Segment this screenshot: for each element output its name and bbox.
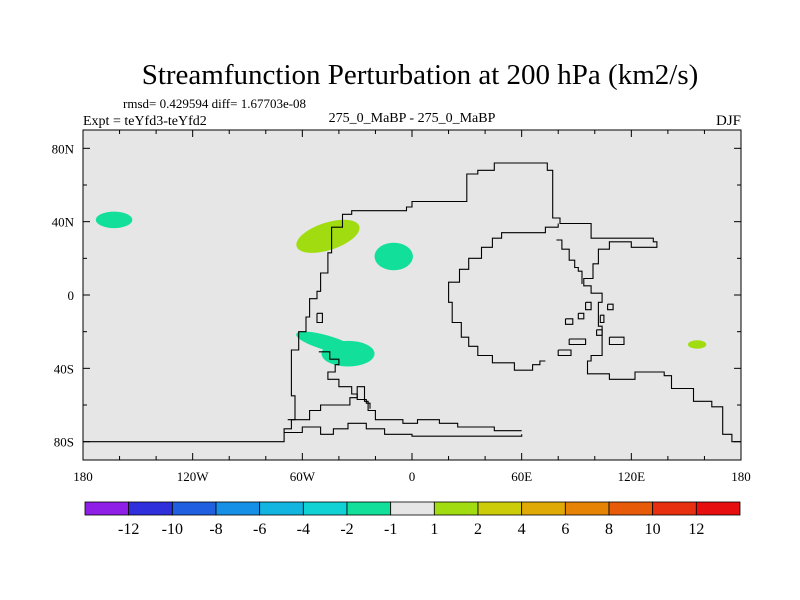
colorbar-swatch <box>302 501 348 516</box>
x-tick-label: 120W <box>177 469 210 484</box>
island-g <box>564 318 574 325</box>
season-label: DJF <box>716 113 741 129</box>
island-h <box>599 314 605 324</box>
island-a <box>585 301 592 311</box>
island-d <box>568 338 587 346</box>
colorbar-label: -4 <box>297 521 310 538</box>
x-tick-label: 120E <box>618 469 646 484</box>
anomaly-north-atlantic-east <box>374 242 413 271</box>
map-panel <box>82 129 742 461</box>
colorbar-swatch <box>259 501 304 516</box>
arabian-coast <box>556 239 583 284</box>
x-tick-label: 60E <box>511 469 532 484</box>
map-background <box>83 130 741 460</box>
caribbean-island <box>316 312 323 324</box>
y-tick-label: 0 <box>68 288 75 303</box>
colorbar-label: 8 <box>605 521 613 538</box>
stats-line: rmsd= 0.429594 diff= 1.67703e-08 <box>123 96 306 111</box>
colorbar-label: -10 <box>162 521 183 538</box>
colorbar-swatch <box>346 501 392 516</box>
colorbar-label: -12 <box>118 521 139 538</box>
island-e <box>607 303 614 311</box>
colorbar-swatch <box>128 501 173 516</box>
y-tick-label: 40N <box>52 215 75 230</box>
colorbar-label: -6 <box>253 521 266 538</box>
colorbar: -12 -10 -8 -6 -4 -2 -1 1 2 4 6 8 10 12 <box>84 501 741 538</box>
coastline-layer <box>83 162 741 443</box>
anomaly-south-pacific-west <box>687 340 707 349</box>
x-tick-label: 0 <box>409 469 416 484</box>
colorbar-swatch <box>521 501 566 516</box>
y-axis: 80N 40N 0 40S 80S <box>52 141 741 450</box>
experiment-label: Expt = teYfd3-teYfd2 <box>83 114 207 129</box>
colorbar-swatch <box>652 501 697 516</box>
main-continent-outline <box>83 162 741 443</box>
chart-title: Streamfunction Perturbation at 200 hPa (… <box>142 59 699 91</box>
colorbar-label: 6 <box>561 521 569 538</box>
inner-ridge-upper <box>287 386 522 432</box>
x-tick-label: 180 <box>731 469 751 484</box>
anomaly-south-atlantic <box>321 340 375 367</box>
colorbar-swatch <box>390 501 435 516</box>
anomaly-north-atlantic-west <box>296 219 360 253</box>
colorbar-label: 1 <box>430 521 438 538</box>
colorbar-label: 10 <box>645 521 661 538</box>
y-tick-label: 80S <box>54 435 74 450</box>
island-i <box>557 349 572 357</box>
x-tick-label: 60W <box>290 469 316 484</box>
anomaly-layer <box>95 211 707 367</box>
colorbar-swatch <box>608 501 654 516</box>
colorbar-swatch <box>171 501 217 516</box>
colorbar-label: -1 <box>384 521 397 538</box>
colorbar-swatch <box>695 501 741 516</box>
run-subtitle: 275_0_MaBP - 275_0_MaBP <box>329 111 496 126</box>
colorbar-label: -2 <box>340 521 353 538</box>
island-c <box>596 329 603 336</box>
colorbar-swatch <box>477 501 523 516</box>
colorbar-swatch <box>433 501 479 516</box>
colorbar-label: 12 <box>688 521 704 538</box>
island-b <box>577 312 585 320</box>
colorbar-label: 4 <box>518 521 526 538</box>
colorbar-swatch <box>564 501 610 516</box>
y-tick-label: 80N <box>52 141 75 156</box>
colorbar-swatch <box>84 501 130 516</box>
south-atlantic-coast <box>318 351 371 409</box>
island-f <box>608 336 625 346</box>
colorbar-label: 2 <box>474 521 482 538</box>
africa-west-coast <box>448 223 559 371</box>
colorbar-label: -8 <box>209 521 222 538</box>
inner-ridge-lower <box>284 422 523 437</box>
colorbar-swatch <box>215 501 261 516</box>
x-axis: 180 120W 60W 0 60E 120E 180 <box>73 130 751 484</box>
anomaly-north-pacific-east <box>95 211 133 229</box>
x-tick-label: 180 <box>73 469 93 484</box>
y-tick-label: 40S <box>54 361 74 376</box>
